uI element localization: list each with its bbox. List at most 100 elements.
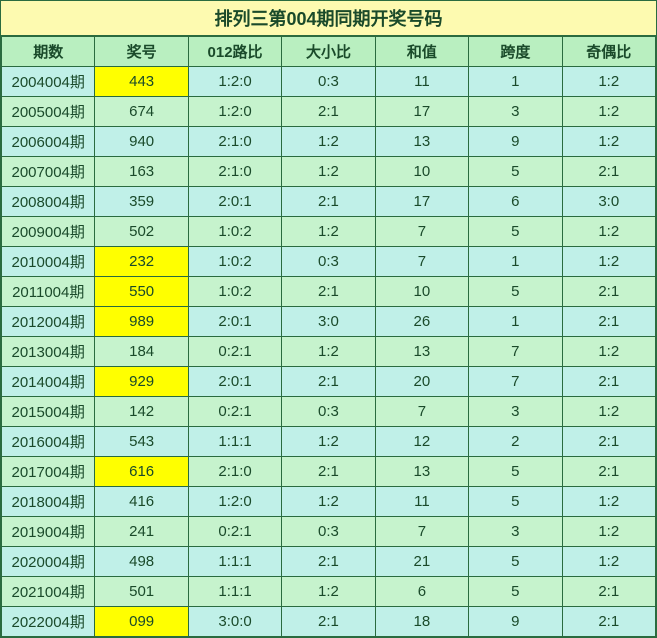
cell-012ratio: 2:0:1	[188, 367, 281, 397]
cell-oddeven: 1:2	[562, 517, 655, 547]
cell-bigsmall: 0:3	[282, 247, 375, 277]
cell-012ratio: 2:1:0	[188, 127, 281, 157]
table-body: 2004004期4431:2:00:31111:22005004期6741:2:…	[2, 67, 656, 637]
cell-sum: 11	[375, 487, 468, 517]
col-period: 期数	[2, 37, 95, 67]
cell-012ratio: 1:0:2	[188, 247, 281, 277]
cell-sum: 13	[375, 337, 468, 367]
cell-period: 2017004期	[2, 457, 95, 487]
cell-number: 163	[95, 157, 188, 187]
col-number: 奖号	[95, 37, 188, 67]
cell-012ratio: 3:0:0	[188, 607, 281, 637]
cell-bigsmall: 0:3	[282, 67, 375, 97]
cell-span: 7	[469, 367, 562, 397]
cell-period: 2012004期	[2, 307, 95, 337]
cell-012ratio: 2:0:1	[188, 187, 281, 217]
cell-number: 241	[95, 517, 188, 547]
cell-sum: 7	[375, 217, 468, 247]
cell-span: 6	[469, 187, 562, 217]
cell-bigsmall: 1:2	[282, 487, 375, 517]
cell-number: 543	[95, 427, 188, 457]
cell-sum: 17	[375, 97, 468, 127]
cell-span: 5	[469, 157, 562, 187]
cell-sum: 13	[375, 457, 468, 487]
cell-number: 142	[95, 397, 188, 427]
cell-012ratio: 1:2:0	[188, 97, 281, 127]
cell-bigsmall: 2:1	[282, 457, 375, 487]
cell-bigsmall: 2:1	[282, 607, 375, 637]
cell-number: 443	[95, 67, 188, 97]
table-row: 2021004期5011:1:11:2652:1	[2, 577, 656, 607]
cell-bigsmall: 2:1	[282, 277, 375, 307]
cell-span: 1	[469, 67, 562, 97]
cell-012ratio: 1:1:1	[188, 547, 281, 577]
cell-period: 2013004期	[2, 337, 95, 367]
cell-012ratio: 1:2:0	[188, 487, 281, 517]
cell-number: 502	[95, 217, 188, 247]
cell-oddeven: 3:0	[562, 187, 655, 217]
cell-012ratio: 2:1:0	[188, 157, 281, 187]
cell-number: 989	[95, 307, 188, 337]
cell-number: 929	[95, 367, 188, 397]
cell-bigsmall: 1:2	[282, 337, 375, 367]
cell-bigsmall: 1:2	[282, 427, 375, 457]
table-row: 2013004期1840:2:11:21371:2	[2, 337, 656, 367]
cell-012ratio: 0:2:1	[188, 337, 281, 367]
cell-period: 2007004期	[2, 157, 95, 187]
cell-span: 1	[469, 247, 562, 277]
table-row: 2007004期1632:1:01:21052:1	[2, 157, 656, 187]
cell-oddeven: 2:1	[562, 277, 655, 307]
cell-oddeven: 1:2	[562, 97, 655, 127]
col-012ratio: 012路比	[188, 37, 281, 67]
cell-oddeven: 2:1	[562, 427, 655, 457]
cell-012ratio: 1:0:2	[188, 217, 281, 247]
cell-span: 5	[469, 487, 562, 517]
table-row: 2011004期5501:0:22:11052:1	[2, 277, 656, 307]
cell-number: 359	[95, 187, 188, 217]
cell-sum: 13	[375, 127, 468, 157]
cell-period: 2011004期	[2, 277, 95, 307]
cell-012ratio: 2:1:0	[188, 457, 281, 487]
cell-number: 498	[95, 547, 188, 577]
cell-number: 616	[95, 457, 188, 487]
cell-span: 7	[469, 337, 562, 367]
cell-sum: 18	[375, 607, 468, 637]
col-bigsmall: 大小比	[282, 37, 375, 67]
cell-sum: 20	[375, 367, 468, 397]
cell-sum: 6	[375, 577, 468, 607]
cell-number: 416	[95, 487, 188, 517]
cell-bigsmall: 1:2	[282, 157, 375, 187]
cell-span: 5	[469, 217, 562, 247]
cell-012ratio: 1:0:2	[188, 277, 281, 307]
header-row: 期数 奖号 012路比 大小比 和值 跨度 奇偶比	[2, 37, 656, 67]
cell-period: 2005004期	[2, 97, 95, 127]
cell-span: 9	[469, 607, 562, 637]
cell-oddeven: 1:2	[562, 127, 655, 157]
table-row: 2019004期2410:2:10:3731:2	[2, 517, 656, 547]
cell-sum: 7	[375, 247, 468, 277]
cell-number: 232	[95, 247, 188, 277]
col-oddeven: 奇偶比	[562, 37, 655, 67]
cell-sum: 7	[375, 397, 468, 427]
cell-sum: 11	[375, 67, 468, 97]
cell-period: 2004004期	[2, 67, 95, 97]
cell-oddeven: 2:1	[562, 457, 655, 487]
cell-number: 940	[95, 127, 188, 157]
cell-span: 1	[469, 307, 562, 337]
table-row: 2005004期6741:2:02:11731:2	[2, 97, 656, 127]
cell-number: 674	[95, 97, 188, 127]
cell-oddeven: 2:1	[562, 577, 655, 607]
cell-period: 2014004期	[2, 367, 95, 397]
table-row: 2016004期5431:1:11:21222:1	[2, 427, 656, 457]
cell-span: 5	[469, 577, 562, 607]
cell-bigsmall: 1:2	[282, 217, 375, 247]
cell-oddeven: 1:2	[562, 217, 655, 247]
cell-span: 2	[469, 427, 562, 457]
cell-bigsmall: 0:3	[282, 517, 375, 547]
cell-bigsmall: 2:1	[282, 187, 375, 217]
cell-bigsmall: 3:0	[282, 307, 375, 337]
cell-012ratio: 1:2:0	[188, 67, 281, 97]
cell-period: 2020004期	[2, 547, 95, 577]
cell-period: 2008004期	[2, 187, 95, 217]
cell-oddeven: 2:1	[562, 157, 655, 187]
